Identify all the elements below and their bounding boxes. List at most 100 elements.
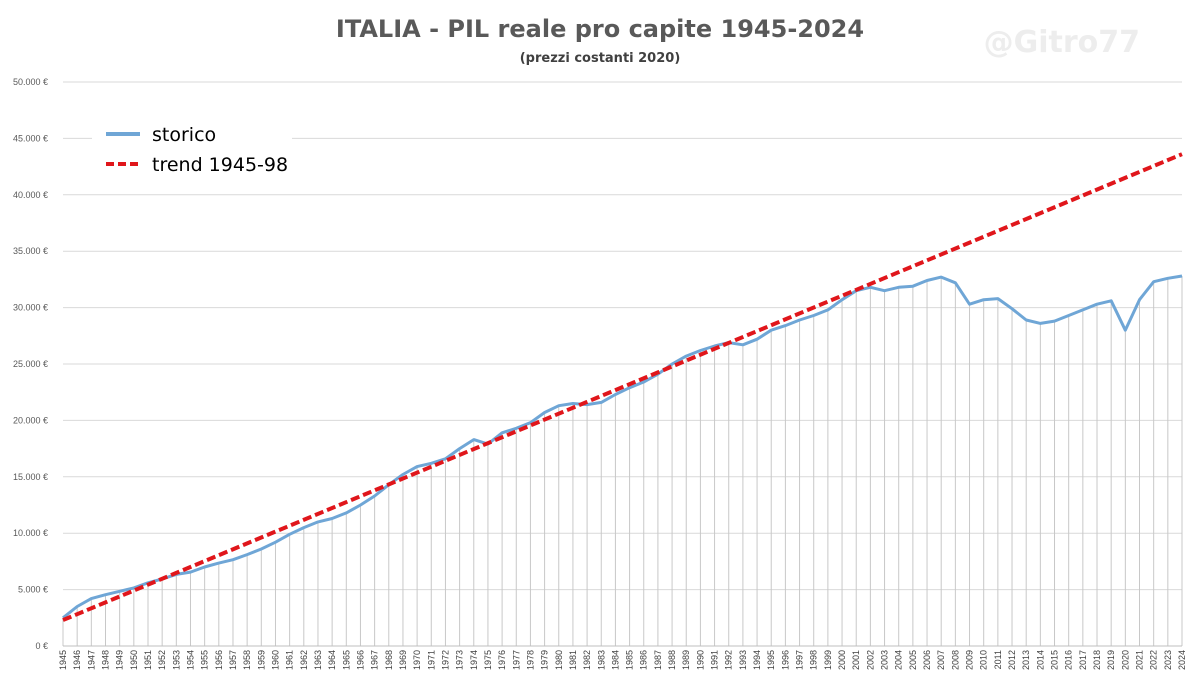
x-tick-label: 2012 xyxy=(1007,650,1017,670)
y-tick-label: 35.000 € xyxy=(13,246,48,256)
x-tick-label: 1963 xyxy=(313,650,323,670)
x-tick-label: 2009 xyxy=(965,650,975,670)
x-tick-label: 1987 xyxy=(653,650,663,670)
y-axis-tick-labels: 0 € 5.000 € 10.000 € 15.000 € 20.000 € 25.000… xyxy=(13,77,48,651)
x-tick-label: 1953 xyxy=(171,650,181,670)
legend: storico trend 1945-98 xyxy=(92,112,292,194)
x-tick-label: 1957 xyxy=(228,650,238,670)
x-tick-label: 1959 xyxy=(256,650,266,670)
x-tick-label: 1946 xyxy=(72,650,82,670)
x-tick-label: 2022 xyxy=(1149,650,1159,670)
x-tick-label: 1981 xyxy=(568,650,578,670)
x-tick-label: 1999 xyxy=(823,650,833,670)
x-tick-label: 2000 xyxy=(837,650,847,670)
x-tick-label: 1983 xyxy=(596,650,606,670)
x-tick-label: 1984 xyxy=(610,650,620,670)
x-tick-label: 1996 xyxy=(780,650,790,670)
y-tick-label: 30.000 € xyxy=(13,303,48,313)
watermark: @Gitro77 xyxy=(984,25,1140,60)
x-tick-label: 1961 xyxy=(285,650,295,670)
x-tick-label: 1973 xyxy=(455,650,465,670)
x-tick-label: 1982 xyxy=(582,650,592,670)
x-tick-label: 1992 xyxy=(724,650,734,670)
x-tick-label: 2006 xyxy=(922,650,932,670)
x-tick-label: 1994 xyxy=(752,650,762,670)
x-tick-label: 2003 xyxy=(880,650,890,670)
x-tick-label: 2023 xyxy=(1163,650,1173,670)
x-tick-label: 2024 xyxy=(1177,650,1187,670)
y-tick-label: 10.000 € xyxy=(13,528,48,538)
y-tick-label: 15.000 € xyxy=(13,472,48,482)
series-lines xyxy=(62,152,1183,622)
legend-background xyxy=(92,112,292,194)
x-tick-label: 1988 xyxy=(667,650,677,670)
gridlines xyxy=(62,81,1183,647)
x-tick-label: 1967 xyxy=(370,650,380,670)
x-tick-label: 1958 xyxy=(242,650,252,670)
x-tick-label: 1952 xyxy=(157,650,167,670)
y-tick-label: 5.000 € xyxy=(18,585,48,595)
x-tick-label: 1977 xyxy=(511,650,521,670)
y-tick-label: 45.000 € xyxy=(13,133,48,143)
x-tick-label: 2014 xyxy=(1035,650,1045,670)
y-tick-label: 40.000 € xyxy=(13,190,48,200)
chart-subtitle: (prezzi costanti 2020) xyxy=(520,51,681,66)
x-tick-label: 2008 xyxy=(950,650,960,670)
x-tick-label: 1964 xyxy=(327,650,337,670)
x-tick-label: 2017 xyxy=(1078,650,1088,670)
y-tick-label: 25.000 € xyxy=(13,359,48,369)
chart-title: ITALIA - PIL reale pro capite 1945-2024 xyxy=(336,15,864,43)
x-axis-tick-labels: 1945 1946 1947 1948 1949 1950 1951 1952 1953 1954… xyxy=(58,650,1187,670)
x-tick-label: 1954 xyxy=(185,650,195,670)
x-tick-label: 2011 xyxy=(993,650,1003,669)
x-tick-label: 1970 xyxy=(412,650,422,670)
y-tick-label: 20.000 € xyxy=(13,415,48,425)
x-tick-label: 2018 xyxy=(1092,650,1102,670)
x-tick-label: 1951 xyxy=(143,650,153,670)
x-tick-label: 1962 xyxy=(299,650,309,670)
x-tick-label: 2007 xyxy=(936,650,946,670)
x-tick-label: 1974 xyxy=(469,650,479,670)
x-tick-label: 2001 xyxy=(851,650,861,670)
x-tick-label: 1990 xyxy=(695,650,705,670)
x-tick-label: 1949 xyxy=(115,650,125,670)
x-tick-label: 2004 xyxy=(894,650,904,670)
x-tick-label: 1948 xyxy=(100,650,110,670)
x-tick-label: 1975 xyxy=(483,650,493,670)
x-tick-label: 1989 xyxy=(681,650,691,670)
x-tick-label: 2016 xyxy=(1064,650,1074,670)
x-tick-label: 2021 xyxy=(1135,650,1145,670)
x-tick-label: 1971 xyxy=(426,650,436,670)
x-tick-label: 1991 xyxy=(710,650,720,670)
y-tick-label: 50.000 € xyxy=(13,77,48,87)
x-tick-label: 2013 xyxy=(1021,650,1031,670)
x-tick-label: 1955 xyxy=(200,650,210,670)
x-tick-label: 1978 xyxy=(525,650,535,670)
x-tick-label: 1947 xyxy=(86,650,96,670)
legend-label-trend: trend 1945-98 xyxy=(152,154,288,176)
x-tick-label: 1945 xyxy=(58,650,68,670)
x-tick-label: 1986 xyxy=(639,650,649,670)
y-tick-label: 0 € xyxy=(35,641,48,651)
x-tick-label: 2020 xyxy=(1120,650,1130,670)
x-tick-label: 2010 xyxy=(979,650,989,670)
series-line-trend xyxy=(62,152,1183,622)
x-tick-label: 1976 xyxy=(497,650,507,670)
x-tick-label: 1956 xyxy=(214,650,224,670)
x-tick-label: 2002 xyxy=(865,650,875,670)
x-tick-label: 1950 xyxy=(129,650,139,670)
x-tick-label: 1960 xyxy=(270,650,280,670)
x-tick-label: 1966 xyxy=(355,650,365,670)
x-tick-label: 2005 xyxy=(908,650,918,670)
x-tick-label: 1997 xyxy=(795,650,805,670)
x-tick-label: 1993 xyxy=(738,650,748,670)
x-tick-label: 1980 xyxy=(554,650,564,670)
x-tick-label: 2015 xyxy=(1050,650,1060,670)
legend-label-storico: storico xyxy=(152,124,216,146)
x-tick-label: 2019 xyxy=(1106,650,1116,670)
x-tick-label: 1968 xyxy=(384,650,394,670)
series-line-storico xyxy=(62,274,1183,619)
x-tick-label: 1972 xyxy=(440,650,450,670)
x-tick-label: 1998 xyxy=(809,650,819,670)
